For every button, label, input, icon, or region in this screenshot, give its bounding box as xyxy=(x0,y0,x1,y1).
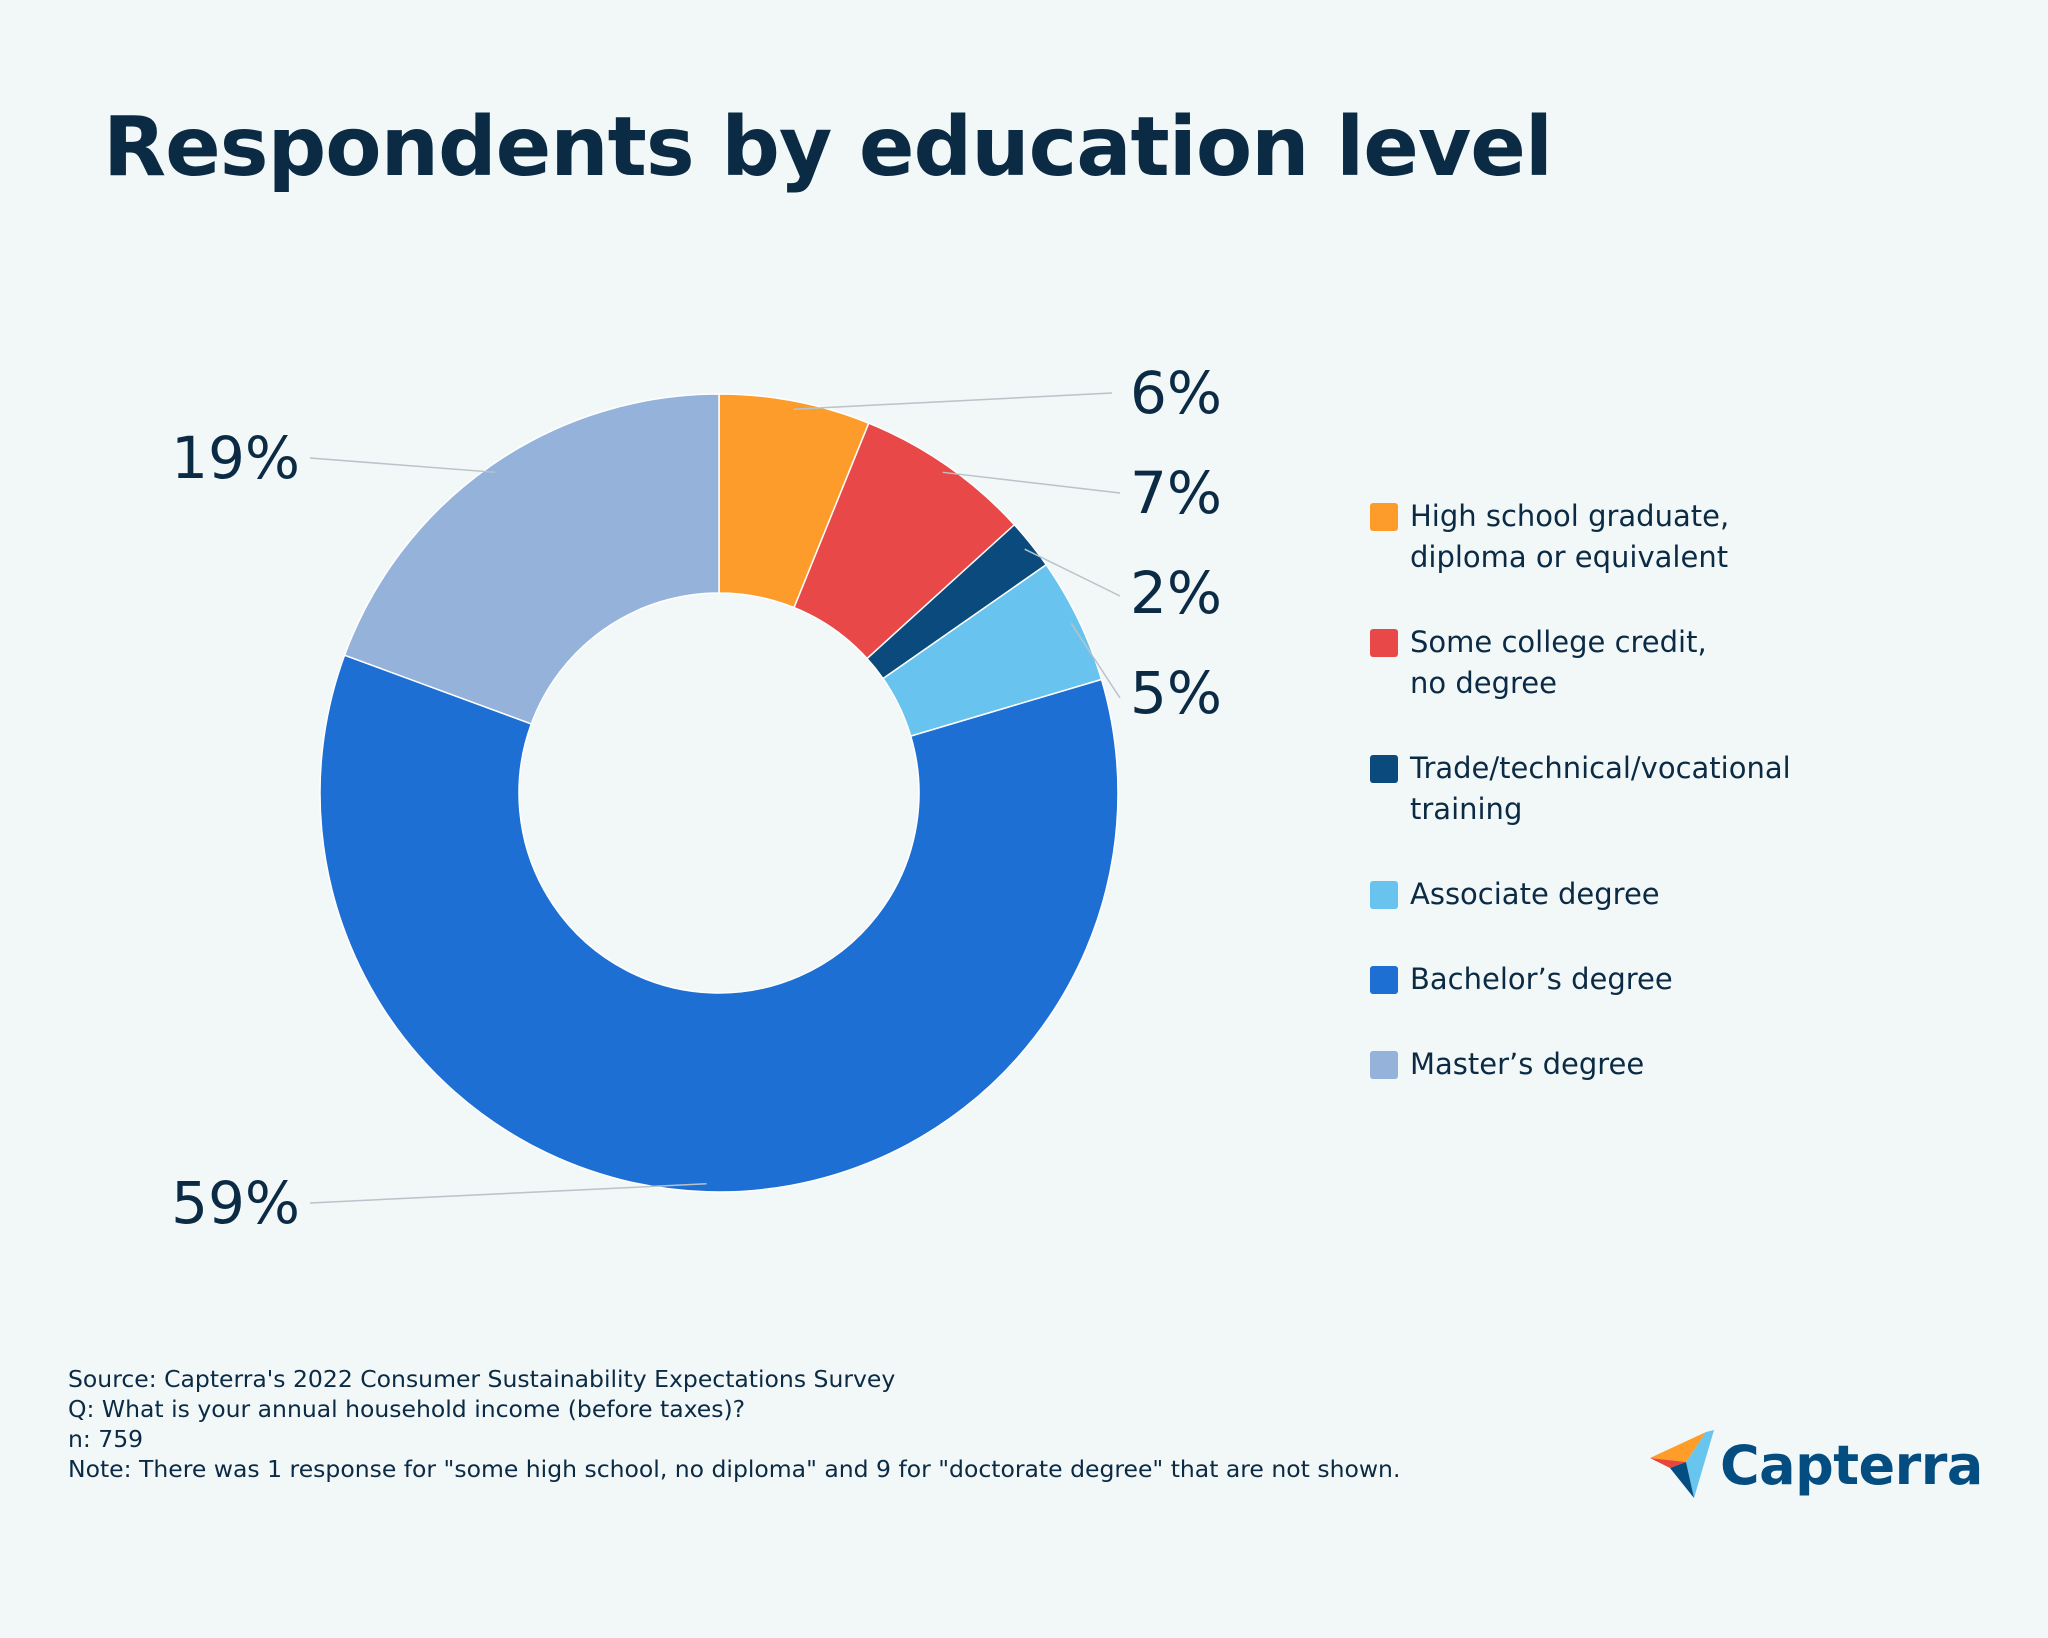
slice-label-6: 19% xyxy=(171,424,300,492)
legend-swatch xyxy=(1370,966,1398,994)
slice-label-4: 5% xyxy=(1130,659,1222,727)
legend-label: Some college credit, no degree xyxy=(1410,625,1707,700)
leader-line-4 xyxy=(1070,622,1121,699)
donut-slice-6 xyxy=(343,393,720,725)
legend-item: Trade/technical/vocational training xyxy=(1370,748,1810,830)
leader-line-2 xyxy=(942,471,1121,494)
capterra-logo-icon xyxy=(1650,1430,1714,1498)
donut-slice-5 xyxy=(319,654,1119,1193)
legend-item: Bachelor’s degree xyxy=(1370,959,1830,1000)
footer-note: Note: There was 1 response for "some hig… xyxy=(68,1455,1401,1483)
legend-item: Associate degree xyxy=(1370,874,1830,915)
leader-line-3 xyxy=(1024,548,1121,597)
legend-label: Trade/technical/vocational training xyxy=(1410,751,1791,826)
footer: Source: Capterra's 2022 Consumer Sustain… xyxy=(68,1364,1400,1484)
legend-swatch xyxy=(1370,881,1398,909)
legend-swatch xyxy=(1370,755,1398,783)
slice-label-1: 6% xyxy=(1130,359,1222,427)
legend-label: Master’s degree xyxy=(1410,1047,1645,1081)
logo-text: Capterra xyxy=(1720,1434,1983,1497)
leader-line-1 xyxy=(793,392,1113,410)
footer-question: Q: What is your annual household income … xyxy=(68,1395,746,1423)
slice-label-2: 7% xyxy=(1130,459,1222,527)
chart-title: Respondents by education level xyxy=(103,100,1553,195)
legend-label: High school graduate, diploma or equival… xyxy=(1410,499,1730,574)
legend-label: Bachelor’s degree xyxy=(1410,962,1673,996)
leader-line-5 xyxy=(309,1183,707,1204)
legend-item: High school graduate, diploma or equival… xyxy=(1370,496,1750,578)
footer-n: n: 759 xyxy=(68,1425,144,1453)
leader-line-6 xyxy=(309,457,496,474)
legend-swatch xyxy=(1370,503,1398,531)
legend-item: Some college credit, no degree xyxy=(1370,622,1750,704)
legend-label: Associate degree xyxy=(1410,877,1660,911)
footer-source: Source: Capterra's 2022 Consumer Sustain… xyxy=(68,1365,896,1393)
legend: High school graduate, diploma or equival… xyxy=(1370,496,1830,1085)
legend-item: Master’s degree xyxy=(1370,1044,1830,1085)
legend-swatch xyxy=(1370,1051,1398,1079)
slice-label-3: 2% xyxy=(1130,559,1222,627)
legend-swatch xyxy=(1370,629,1398,657)
slice-label-5: 59% xyxy=(171,1169,300,1237)
